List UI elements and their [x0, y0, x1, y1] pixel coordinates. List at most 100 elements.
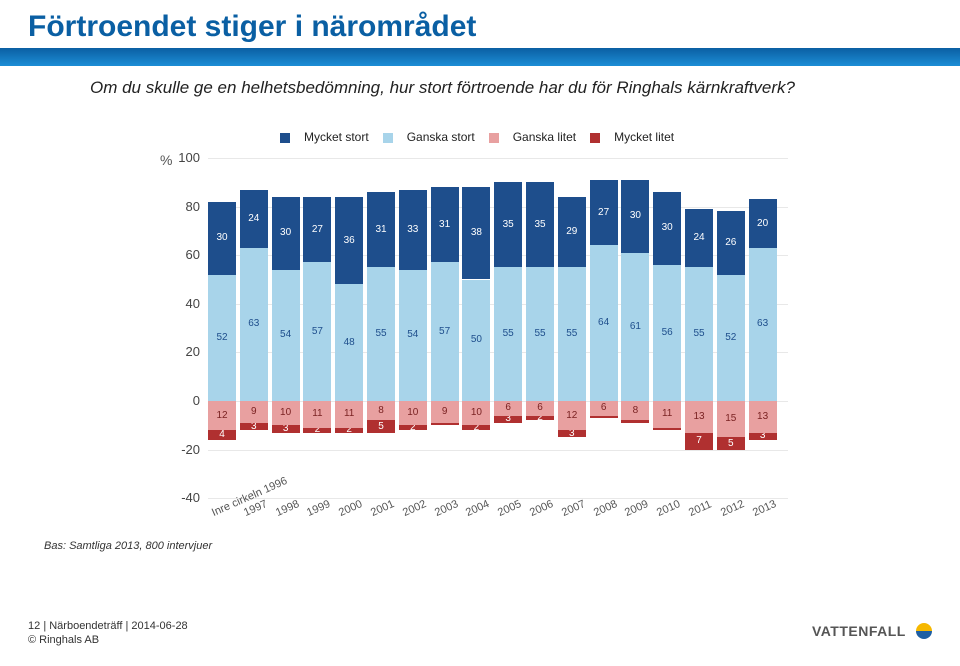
x-axis-labels: Inre cirkeln 199619971998199920002001200…: [208, 502, 788, 542]
bar-group: 5531 85: [367, 158, 395, 498]
y-tick-label: 40: [164, 296, 200, 311]
bar-seg-ganska-stort: 48: [335, 284, 363, 401]
bar-seg-mycket-litet: 5: [367, 420, 395, 432]
bar-groups: 5230124632493543010357271124836112553185…: [208, 158, 788, 498]
bar-seg-ganska-stort: 57: [303, 262, 331, 401]
x-tick-label: 2008: [592, 498, 619, 519]
x-tick-label: 2002: [401, 498, 428, 519]
x-tick-label: 2005: [496, 498, 523, 519]
bar-seg-ganska-litet: 12: [208, 401, 236, 430]
bar-seg-mycket-stort: 30: [272, 197, 300, 270]
bar-group: 4836112: [335, 158, 363, 498]
bar-seg-ganska-litet: 8: [367, 401, 395, 420]
bar-group: 6320133: [749, 158, 777, 498]
bar-seg-ganska-litet: 10: [399, 401, 427, 425]
bar-seg-ganska-litet: 9: [431, 401, 459, 423]
bar-seg-mycket-litet: 2: [335, 428, 363, 433]
bar-group: 5038102: [462, 158, 490, 498]
bar-seg-mycket-stort: 31: [367, 192, 395, 267]
bar-seg-ganska-litet: 6: [494, 401, 522, 416]
chart-legend: Mycket stortGanska stortGanska litetMyck…: [280, 130, 688, 144]
bar-seg-mycket-litet: 3: [272, 425, 300, 432]
bar-seg-ganska-stort: 54: [272, 270, 300, 401]
bar-seg-mycket-stort: 30: [653, 192, 681, 265]
bar-seg-mycket-stort: 30: [621, 180, 649, 253]
footer: 12 | Närboendeträff | 2014-06-28 © Ringh…: [28, 620, 188, 646]
bar-seg-mycket-litet: 3: [494, 416, 522, 423]
bar-seg-ganska-litet: 9: [240, 401, 268, 423]
legend-swatch: [489, 133, 499, 143]
bar-seg-mycket-stort: 29: [558, 197, 586, 267]
bar-seg-ganska-stort: 57: [431, 262, 459, 401]
footer-copyright: © Ringhals AB: [28, 634, 188, 646]
x-tick-label: 2001: [369, 498, 396, 519]
footer-line-1: 12 | Närboendeträff | 2014-06-28: [28, 620, 188, 632]
logo-text: VATTENFALL: [812, 623, 906, 639]
legend-swatch: [383, 133, 393, 143]
bar-seg-mycket-litet: [590, 416, 618, 418]
bar-group: 5433102: [399, 158, 427, 498]
x-tick-label: 2009: [623, 498, 650, 519]
bar-seg-ganska-stort: 55: [367, 267, 395, 401]
x-tick-label: 1999: [305, 498, 332, 519]
bar-seg-mycket-stort: 35: [526, 182, 554, 267]
bar-group: 5731 9: [431, 158, 459, 498]
bar-seg-mycket-litet: 3: [558, 430, 586, 437]
x-tick-label: 1998: [274, 498, 301, 519]
bar-seg-mycket-litet: [431, 423, 459, 425]
bar-seg-ganska-litet: 11: [303, 401, 331, 428]
bar-seg-mycket-stort: 24: [685, 209, 713, 267]
bar-seg-mycket-stort: 33: [399, 190, 427, 270]
bar-seg-ganska-litet: 12: [558, 401, 586, 430]
bar-seg-mycket-stort: 20: [749, 199, 777, 248]
bar-seg-ganska-stort: 55: [494, 267, 522, 401]
title-bar: Förtroendet stiger i närområdet: [0, 0, 960, 66]
bar-seg-ganska-stort: 63: [749, 248, 777, 401]
bar-seg-mycket-litet: 2: [526, 416, 554, 421]
x-tick-label: 2006: [528, 498, 555, 519]
bar-seg-ganska-stort: 64: [590, 245, 618, 401]
logo-icon: [914, 621, 934, 644]
y-tick-label: 20: [164, 344, 200, 359]
x-tick-label: 2000: [337, 498, 364, 519]
bar-seg-ganska-stort: 55: [526, 267, 554, 401]
legend-item: Ganska stort: [383, 130, 475, 144]
bar-group: 5524137: [685, 158, 713, 498]
bar-seg-ganska-stort: 50: [462, 280, 490, 402]
x-tick-label: 2007: [560, 498, 587, 519]
y-tick-label: 0: [164, 393, 200, 408]
footer-date: 2014-06-28: [131, 620, 187, 632]
bar-seg-mycket-stort: 27: [303, 197, 331, 263]
bar-seg-ganska-stort: 52: [717, 275, 745, 401]
bar-seg-ganska-litet: 10: [462, 401, 490, 425]
legend-item: Mycket litet: [590, 130, 674, 144]
bar-group: 632493: [240, 158, 268, 498]
bar-seg-mycket-litet: 4: [208, 430, 236, 440]
bar-seg-mycket-stort: 36: [335, 197, 363, 284]
legend-swatch: [280, 133, 290, 143]
page-title: Förtroendet stiger i närområdet: [28, 10, 476, 44]
bar-seg-mycket-stort: 38: [462, 187, 490, 279]
bar-seg-ganska-stort: 63: [240, 248, 268, 401]
bar-group: 64276: [590, 158, 618, 498]
bar-group: 553563: [494, 158, 522, 498]
bar-seg-ganska-stort: 61: [621, 253, 649, 401]
footer-event: Närboendeträff: [49, 620, 122, 632]
page-number: 12: [28, 620, 40, 632]
y-tick-label: 60: [164, 247, 200, 262]
bar-group: 6130 8: [621, 158, 649, 498]
bar-group: 5535 62: [526, 158, 554, 498]
bar-group: 563011: [653, 158, 681, 498]
y-tick-label: 100: [164, 150, 200, 165]
bar-seg-ganska-litet: 10: [272, 401, 300, 425]
bar-group: 5529123: [558, 158, 586, 498]
bar-seg-ganska-litet: 6: [526, 401, 554, 416]
bar-seg-mycket-stort: 26: [717, 211, 745, 274]
bar-seg-mycket-litet: 5: [717, 437, 745, 449]
bar-seg-ganska-stort: 54: [399, 270, 427, 401]
bar-seg-ganska-litet: 8: [621, 401, 649, 420]
bar-seg-mycket-litet: 2: [303, 428, 331, 433]
bar-seg-mycket-litet: 3: [240, 423, 268, 430]
bar-seg-mycket-litet: 7: [685, 433, 713, 450]
bar-seg-mycket-stort: 31: [431, 187, 459, 262]
